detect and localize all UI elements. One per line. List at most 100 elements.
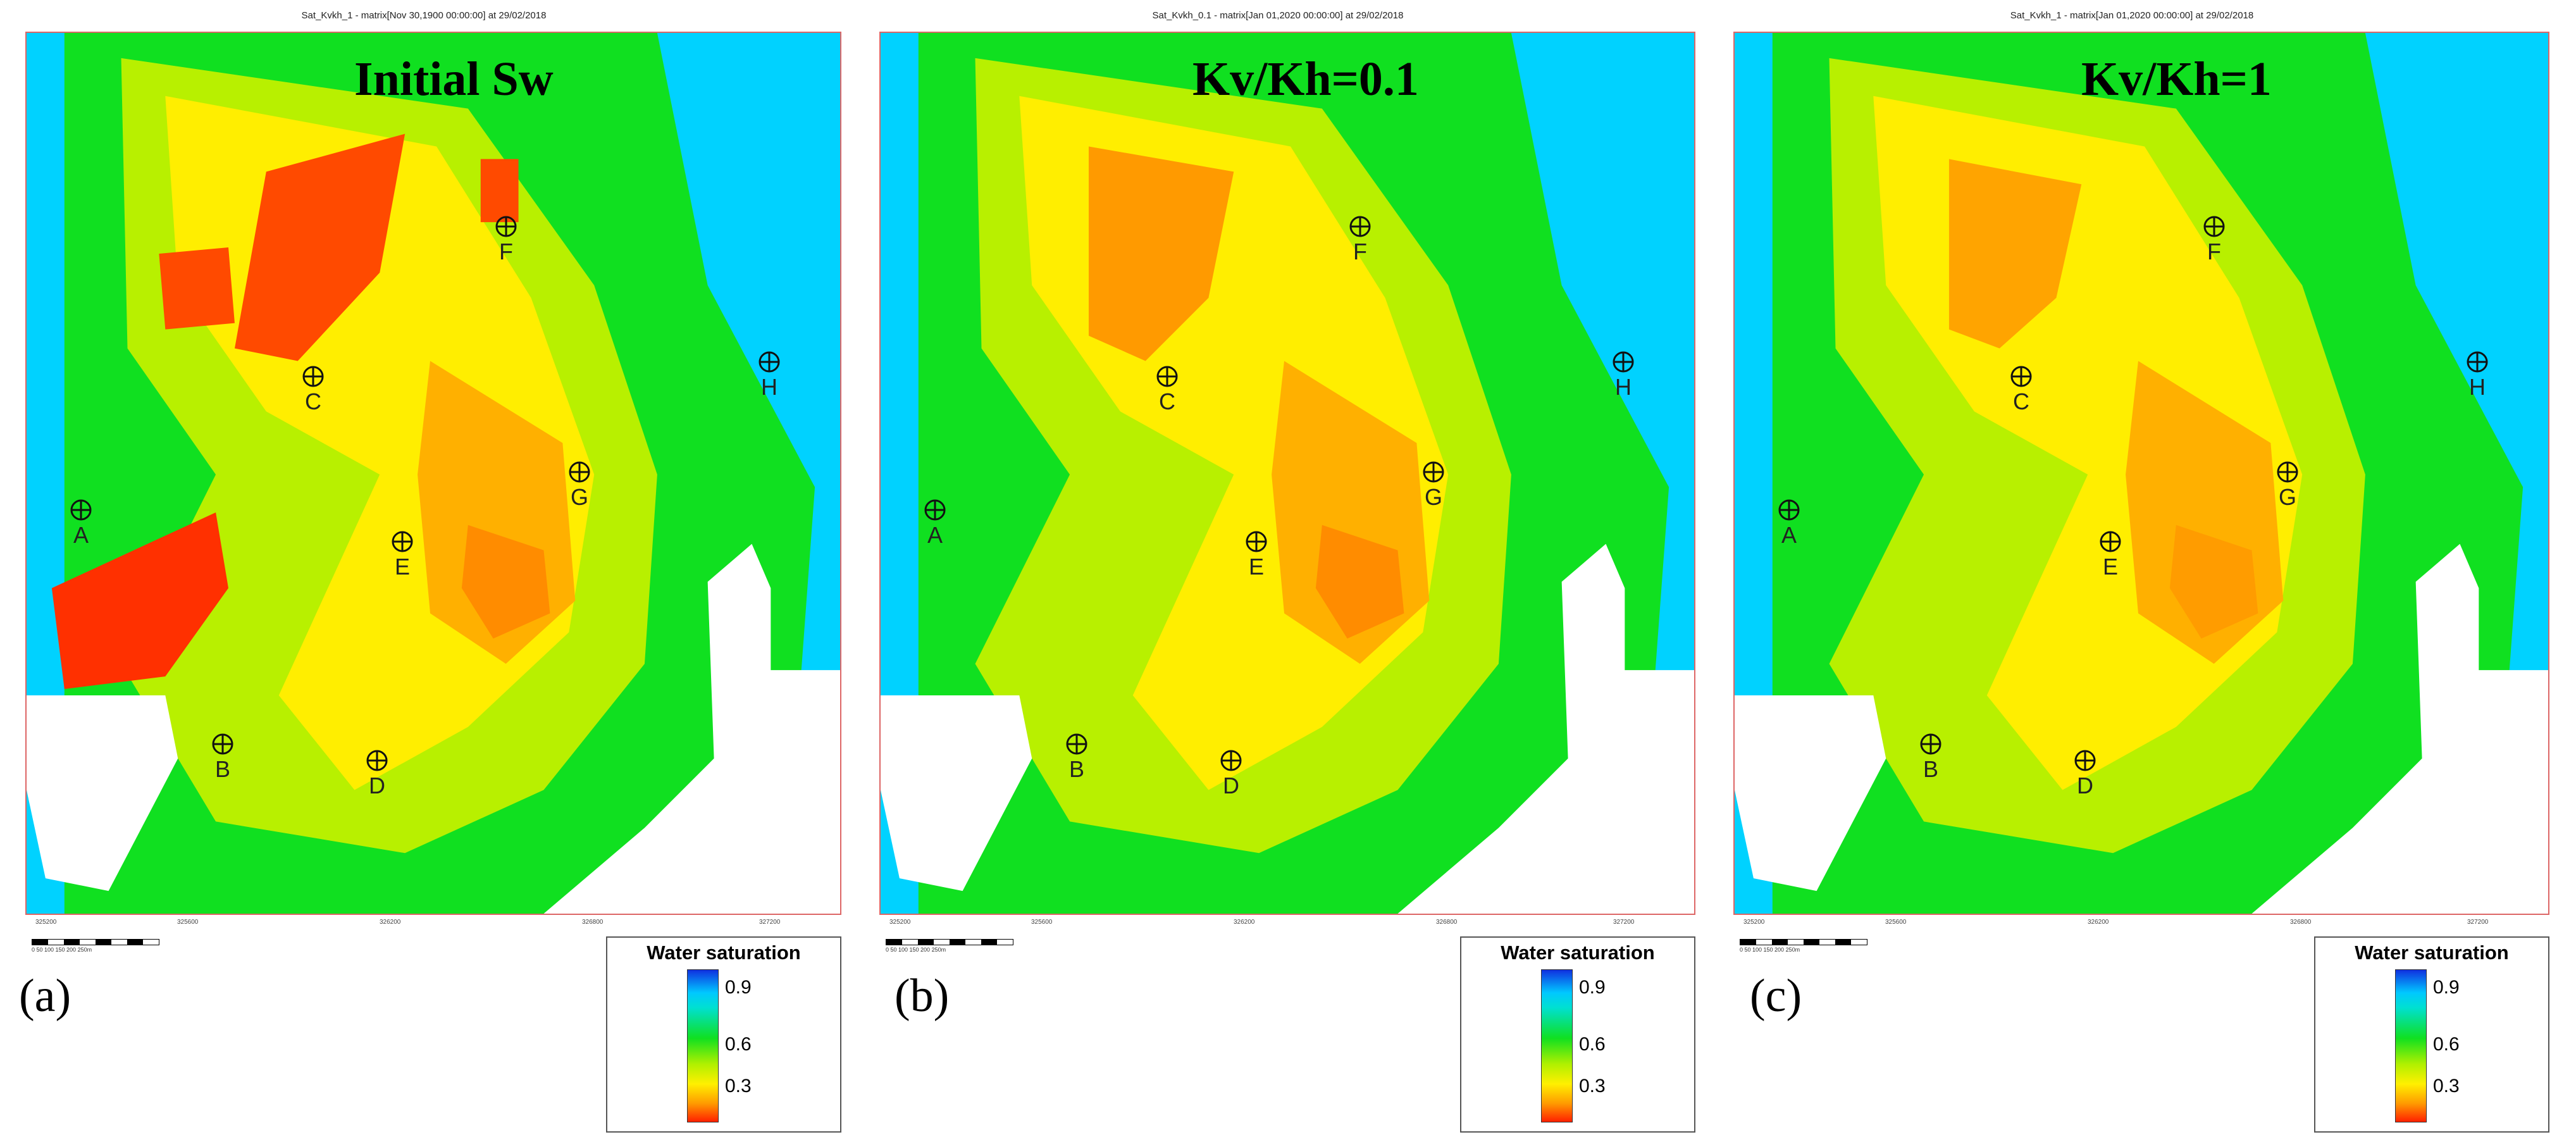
legend-tick: 0.9: [2433, 977, 2460, 998]
well-label: H: [2469, 374, 2486, 400]
well-f[interactable]: F: [1338, 214, 1382, 290]
well-label: D: [369, 773, 385, 798]
x-tick: 325600: [1885, 919, 1907, 926]
saturation-map-svg: [881, 33, 1694, 914]
well-h[interactable]: H: [1601, 349, 1645, 425]
legend-tick: 0.3: [2433, 1076, 2460, 1097]
x-tick: 326200: [1234, 919, 1255, 926]
dry-center: [2169, 525, 2258, 639]
well-icon: [302, 366, 324, 387]
well-icon: [366, 750, 388, 771]
well-icon: [1423, 461, 1444, 483]
legend-tick: 0.6: [1579, 1034, 1606, 1055]
legend-color-bar: [2395, 969, 2427, 1122]
scale-bar-text: 0 50 100 150 200 250m: [1740, 947, 1800, 953]
x-tick: 326800: [582, 919, 604, 926]
x-tick: 326200: [380, 919, 401, 926]
well-b[interactable]: B: [201, 731, 245, 807]
saturation-map[interactable]: [879, 32, 1695, 915]
x-tick: 326200: [2088, 919, 2109, 926]
well-icon: [2277, 461, 2298, 483]
scale-bar-text: 0 50 100 150 200 250m: [32, 947, 92, 953]
well-icon: [2467, 351, 2488, 373]
well-label: C: [305, 388, 321, 414]
well-c[interactable]: C: [291, 364, 335, 440]
x-tick: 325600: [177, 919, 199, 926]
plot-title: Sat_Kvkh_1 - matrix[Nov 30,1900 00:00:00…: [301, 10, 547, 21]
scale-bar: 0 50 100 150 200 250m: [32, 939, 234, 964]
well-label: H: [1615, 374, 1632, 400]
well-icon: [1220, 750, 1242, 771]
well-e[interactable]: E: [2088, 529, 2133, 605]
well-icon: [70, 499, 92, 521]
inactive-cells-1: [1735, 695, 1886, 892]
x-tick: 327200: [759, 919, 781, 926]
dry-patch: [1088, 146, 1234, 361]
well-g[interactable]: G: [2265, 459, 2310, 535]
legend-tick: 0.9: [1579, 977, 1606, 998]
legend-tick: 0.3: [725, 1076, 752, 1097]
scale-bar: 0 50 100 150 200 250m: [886, 939, 1088, 964]
well-label: G: [570, 484, 588, 510]
legend-color-bar: [687, 969, 719, 1122]
very-dry-patch-1: [234, 134, 406, 361]
x-tick: 325200: [889, 919, 911, 926]
x-tick: 325200: [35, 919, 57, 926]
well-label: H: [761, 374, 777, 400]
well-icon: [1613, 351, 1634, 373]
legend-title: Water saturation: [647, 941, 801, 964]
well-b[interactable]: B: [1055, 731, 1099, 807]
well-c[interactable]: C: [1145, 364, 1189, 440]
scale-bar-text: 0 50 100 150 200 250m: [886, 947, 946, 953]
well-icon: [1920, 733, 1941, 755]
well-g[interactable]: G: [557, 459, 602, 535]
very-dry-patch-4: [51, 512, 229, 690]
legend-title: Water saturation: [2355, 941, 2509, 964]
x-tick: 325600: [1031, 919, 1053, 926]
well-label: E: [394, 554, 410, 580]
legend: Water saturation 0.9 0.6 0.3: [2314, 936, 2549, 1133]
well-label: A: [73, 522, 89, 548]
well-a[interactable]: A: [1767, 497, 1811, 573]
well-b[interactable]: B: [1909, 731, 1953, 807]
panel-a: Sat_Kvkh_1 - matrix[Nov 30,1900 00:00:00…: [0, 0, 841, 1137]
well-g[interactable]: G: [1411, 459, 1456, 535]
well-d[interactable]: D: [2063, 748, 2107, 824]
panel-letter: (a): [19, 970, 71, 1022]
legend-tick: 0.3: [1579, 1076, 1606, 1097]
well-e[interactable]: E: [1234, 529, 1279, 605]
well-label: G: [2278, 484, 2296, 510]
well-label: D: [2077, 773, 2093, 798]
panel-b: Sat_Kvkh_0.1 - matrix[Jan 01,2020 00:00:…: [854, 0, 1695, 1137]
well-f[interactable]: F: [484, 214, 528, 290]
x-tick: 326800: [1436, 919, 1458, 926]
well-c[interactable]: C: [1999, 364, 2043, 440]
well-label: E: [2102, 554, 2118, 580]
legend-tick: 0.9: [725, 977, 752, 998]
panel-letter: (b): [895, 970, 950, 1022]
well-h[interactable]: H: [2455, 349, 2499, 425]
well-label: D: [1223, 773, 1239, 798]
well-icon: [924, 499, 946, 521]
well-f[interactable]: F: [2192, 214, 2236, 290]
x-tick: 325200: [1743, 919, 1765, 926]
well-e[interactable]: E: [380, 529, 424, 605]
legend-tick: 0.6: [725, 1034, 752, 1055]
well-label: C: [1159, 388, 1175, 414]
x-tick: 327200: [1613, 919, 1635, 926]
saturation-map[interactable]: [1733, 32, 2549, 915]
well-label: B: [1923, 756, 1938, 782]
well-h[interactable]: H: [747, 349, 791, 425]
well-a[interactable]: A: [913, 497, 957, 573]
x-tick: 326800: [2290, 919, 2312, 926]
legend: Water saturation 0.9 0.6 0.3: [606, 936, 841, 1133]
well-icon: [2010, 366, 2032, 387]
panel-label: Kv/Kh=1: [2081, 53, 2272, 106]
well-label: B: [214, 756, 230, 782]
well-d[interactable]: D: [355, 748, 399, 824]
well-a[interactable]: A: [59, 497, 103, 573]
saturation-map[interactable]: [25, 32, 841, 915]
panel-c: Sat_Kvkh_1 - matrix[Jan 01,2020 00:00:00…: [1708, 0, 2549, 1137]
well-d[interactable]: D: [1209, 748, 1253, 824]
dry-patch: [1948, 159, 2082, 349]
